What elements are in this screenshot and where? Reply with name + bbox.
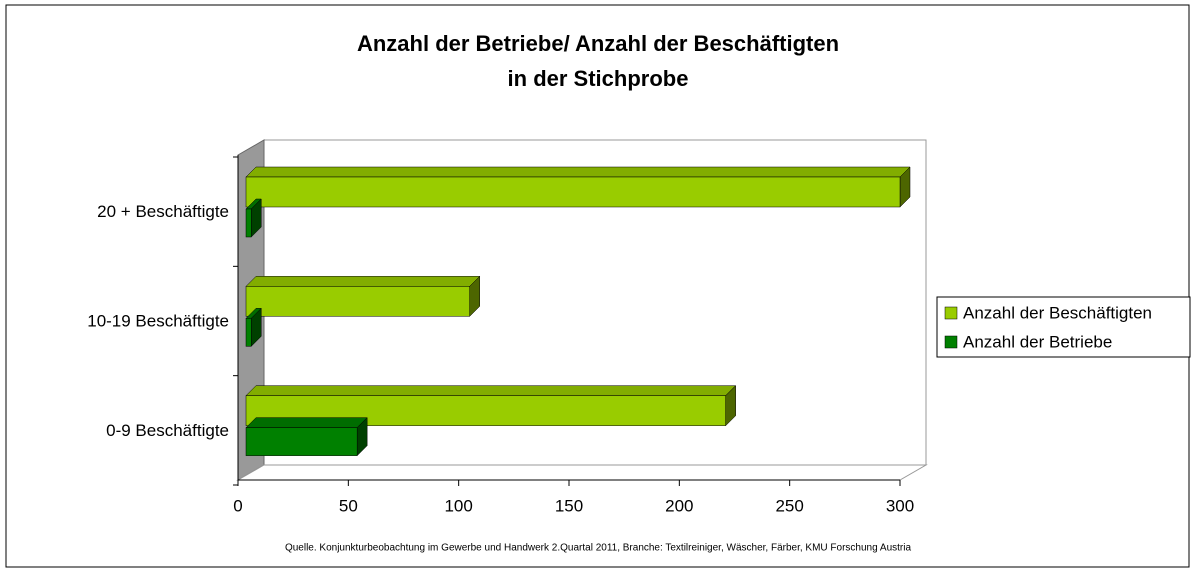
- bar: [245, 198, 262, 238]
- chart-subtitle: in der Stichprobe: [508, 66, 689, 91]
- bar: [245, 275, 481, 317]
- legend-swatch: [944, 306, 958, 320]
- bar: [245, 166, 911, 208]
- x-tick-label: 200: [665, 496, 693, 515]
- x-tick-label: 100: [444, 496, 472, 515]
- legend-swatch: [944, 335, 958, 349]
- bar-top: [245, 385, 737, 396]
- x-tick-label: 150: [555, 496, 583, 515]
- x-tick-label: 250: [775, 496, 803, 515]
- legend-label: Anzahl der Beschäftigten: [963, 303, 1152, 322]
- bar-front: [245, 427, 358, 456]
- legend-label: Anzahl der Betriebe: [963, 332, 1112, 351]
- bar-top: [245, 276, 481, 287]
- chart-title: Anzahl der Betriebe/ Anzahl der Beschäft…: [357, 31, 839, 56]
- x-tick-label: 300: [886, 496, 914, 515]
- x-tick-label: 50: [339, 496, 358, 515]
- floor: [236, 464, 928, 481]
- bar-front: [245, 286, 470, 317]
- bar-top: [245, 166, 911, 178]
- bar: [245, 307, 262, 347]
- bar: [245, 417, 368, 457]
- x-tick-label: 0: [233, 496, 242, 515]
- source-note: Quelle. Konjunkturbeobachtung im Gewerbe…: [285, 543, 912, 554]
- bar-front: [245, 176, 901, 208]
- bar-front: [245, 208, 252, 238]
- legend: [936, 296, 1191, 358]
- bar-front: [245, 318, 252, 347]
- y-tick-label: 10-19 Beschäftigte: [87, 311, 229, 330]
- bar-top: [245, 417, 368, 428]
- y-tick-label: 20 + Beschäftigte: [97, 202, 229, 221]
- y-tick-label: 0-9 Beschäftigte: [106, 421, 229, 440]
